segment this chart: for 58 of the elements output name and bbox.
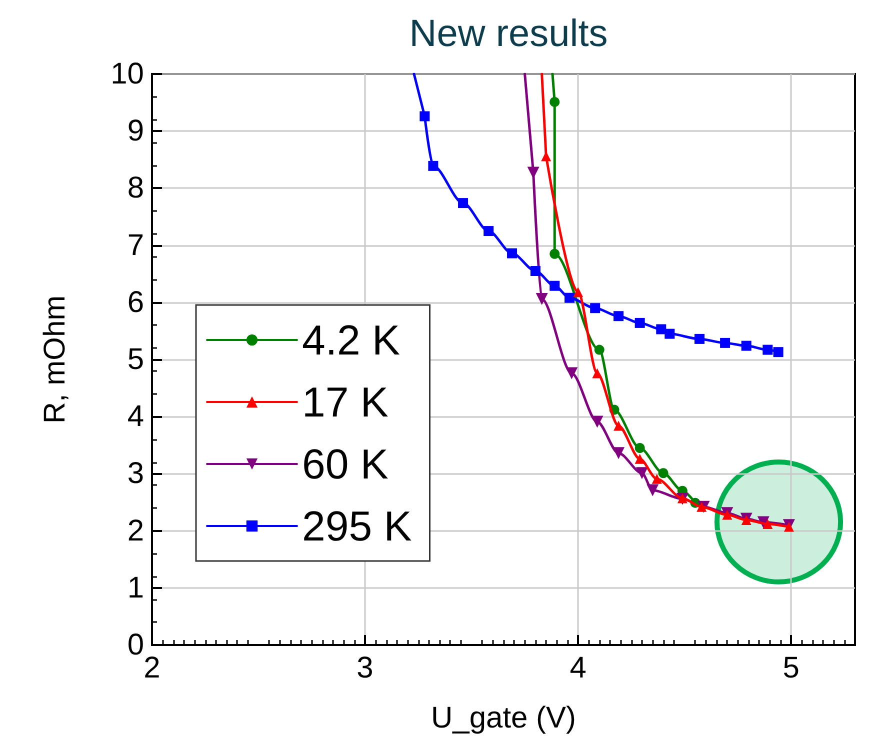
y-axis-title: R, mOhm bbox=[38, 295, 72, 424]
point bbox=[720, 338, 730, 348]
y-tick-label: 5 bbox=[127, 343, 144, 376]
point bbox=[656, 324, 666, 334]
y-tick-label: 7 bbox=[127, 228, 144, 262]
point bbox=[762, 518, 773, 529]
point bbox=[484, 226, 494, 236]
point bbox=[634, 454, 645, 464]
point bbox=[722, 510, 732, 520]
point bbox=[614, 420, 624, 431]
chart-title: New results bbox=[409, 13, 608, 55]
y-tick-label: 1 bbox=[127, 571, 144, 604]
y-tick-label: 6 bbox=[127, 286, 144, 319]
y-tick-label: 9 bbox=[127, 114, 144, 148]
point bbox=[592, 368, 602, 378]
point bbox=[612, 447, 625, 460]
point bbox=[636, 467, 648, 480]
point bbox=[420, 111, 430, 122]
y-tick-label: 10 bbox=[110, 58, 144, 90]
x-axis-title: U_gate (V) bbox=[430, 702, 576, 734]
legend-label: 60 K bbox=[302, 440, 388, 488]
point bbox=[694, 334, 704, 344]
point bbox=[696, 502, 707, 512]
point bbox=[566, 367, 578, 380]
y-tick-label: 8 bbox=[127, 172, 144, 205]
point bbox=[741, 340, 752, 351]
x-tick-label: 5 bbox=[782, 652, 800, 684]
legend-label: 4.2 K bbox=[302, 316, 400, 364]
point bbox=[658, 468, 668, 478]
point bbox=[550, 248, 560, 259]
point bbox=[614, 311, 624, 322]
point bbox=[762, 344, 773, 355]
y-tick-label: 3 bbox=[127, 457, 144, 490]
point bbox=[573, 287, 584, 298]
x-tick-label: 3 bbox=[356, 652, 374, 684]
point bbox=[530, 266, 540, 276]
y-tick-label: 0 bbox=[127, 628, 144, 662]
point bbox=[594, 344, 604, 355]
point bbox=[536, 292, 548, 305]
point bbox=[458, 198, 468, 208]
point bbox=[646, 484, 659, 496]
point bbox=[634, 318, 645, 328]
point bbox=[634, 443, 645, 453]
point bbox=[664, 328, 675, 339]
x-tick-label: 4 bbox=[570, 652, 586, 684]
point bbox=[564, 292, 575, 303]
point bbox=[428, 160, 438, 171]
point bbox=[784, 522, 794, 532]
y-tick-label: 2 bbox=[127, 514, 144, 548]
point bbox=[507, 248, 518, 258]
legend-label: 17 K bbox=[302, 378, 388, 426]
legend-label: 295 K bbox=[302, 502, 412, 550]
point bbox=[550, 96, 560, 107]
y-tick-label: 4 bbox=[127, 400, 144, 434]
point bbox=[652, 474, 662, 484]
point bbox=[550, 280, 560, 291]
point bbox=[773, 347, 784, 358]
point bbox=[590, 303, 600, 314]
